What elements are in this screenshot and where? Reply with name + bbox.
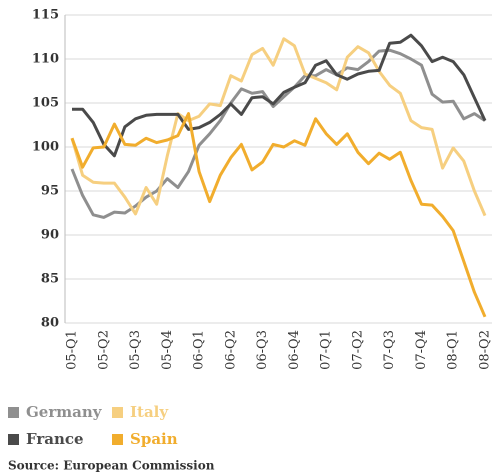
x-tick-label: 06-Q1 <box>192 330 207 370</box>
x-tick-label: 07-Q3 <box>382 330 397 370</box>
line-series <box>70 37 487 217</box>
y-tick-label: 115 <box>32 8 59 23</box>
line-series <box>70 112 487 318</box>
y-tick-label: 100 <box>32 140 59 155</box>
y-tick-label: 110 <box>32 52 59 67</box>
x-tick-label: 05-Q4 <box>160 330 175 370</box>
x-tick-label: 06-Q4 <box>287 330 302 370</box>
x-tick-label: 07-Q4 <box>414 330 429 370</box>
x-tick-label: 06-Q2 <box>223 330 238 370</box>
y-tick-label: 85 <box>41 272 59 287</box>
x-tick-label: 06-Q3 <box>255 330 270 370</box>
x-tick-label: 08-Q2 <box>478 330 492 370</box>
x-tick-label: 07-Q1 <box>319 330 334 370</box>
y-tick-label: 105 <box>32 96 59 111</box>
source-note: Source: European Commission <box>8 459 215 473</box>
y-tick-label: 80 <box>41 316 59 331</box>
line-series <box>72 33 487 158</box>
line-series <box>70 48 486 219</box>
legend-label: Italy <box>130 403 169 421</box>
y-tick-label: 90 <box>41 228 59 243</box>
x-tick-label: 07-Q2 <box>350 330 365 370</box>
legend-swatch <box>112 407 123 418</box>
x-tick-label: 05-Q1 <box>65 330 80 370</box>
legend-label: France <box>26 430 84 448</box>
x-tick-label: 05-Q3 <box>128 330 143 370</box>
x-tick-label: 05-Q2 <box>96 330 111 370</box>
y-tick-label: 95 <box>41 184 59 199</box>
legend-label: Spain <box>130 430 178 448</box>
x-tick-label: 08-Q1 <box>446 330 461 370</box>
legend-swatch <box>8 407 19 418</box>
legend-swatch <box>112 434 123 445</box>
legend-swatch <box>8 434 19 445</box>
legend-label: Germany <box>26 403 103 421</box>
